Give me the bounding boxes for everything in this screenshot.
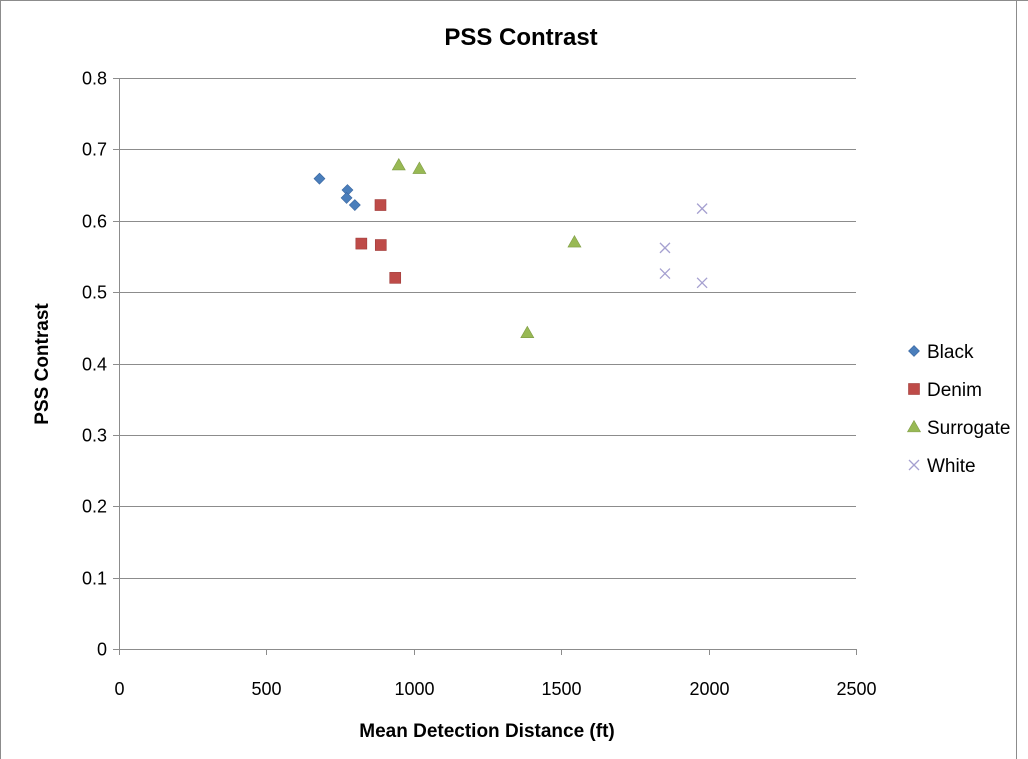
x-tick-label: 0 xyxy=(114,679,124,699)
y-tick-label: 0.1 xyxy=(82,569,107,589)
legend-label: Black xyxy=(927,342,974,363)
x-tick-label: 1500 xyxy=(541,679,581,699)
axes xyxy=(113,78,857,655)
y-tick-label: 0.7 xyxy=(82,140,107,160)
data-points xyxy=(313,157,708,338)
x-axis-tick-labels: 0 500 1000 1500 2000 2500 xyxy=(114,679,876,699)
legend: Black Denim Surrogate White xyxy=(906,342,1010,477)
legend-marker-black xyxy=(908,345,920,357)
gridlines xyxy=(119,78,856,579)
x-tick-label: 1000 xyxy=(394,679,434,699)
series-denim xyxy=(355,199,402,284)
y-axis-title: PSS Contrast xyxy=(32,303,53,425)
x-tick-label: 500 xyxy=(251,679,281,699)
data-point-white xyxy=(696,203,708,215)
legend-marker-white xyxy=(908,459,920,471)
data-point-black xyxy=(313,172,326,185)
data-point-black xyxy=(340,191,353,204)
data-point-denim xyxy=(374,199,387,211)
series-white xyxy=(659,203,708,289)
data-point-surrogate xyxy=(412,161,427,174)
data-point-surrogate xyxy=(520,325,535,338)
legend-label: Surrogate xyxy=(927,418,1010,439)
data-point-denim xyxy=(355,237,368,250)
legend-item-surrogate: Surrogate xyxy=(906,418,1010,439)
chart-title: PSS Contrast xyxy=(444,24,597,51)
y-tick-label: 0 xyxy=(97,640,107,660)
x-tick-label: 2500 xyxy=(836,679,876,699)
series-black xyxy=(313,172,361,211)
data-point-white xyxy=(659,242,671,254)
x-tick-label: 2000 xyxy=(689,679,729,699)
data-point-surrogate xyxy=(391,157,406,171)
data-point-white xyxy=(659,268,671,280)
data-point-surrogate xyxy=(567,235,582,248)
x-axis-title: Mean Detection Distance (ft) xyxy=(359,721,614,742)
y-tick-label: 0.6 xyxy=(82,212,107,232)
y-tick-label: 0.8 xyxy=(82,69,107,89)
data-point-black xyxy=(348,199,361,211)
legend-item-white: White xyxy=(908,456,976,477)
legend-label: Denim xyxy=(927,380,982,401)
y-tick-label: 0.2 xyxy=(82,497,107,517)
y-tick-label: 0.4 xyxy=(82,355,107,375)
series-surrogate xyxy=(391,157,582,338)
data-point-denim xyxy=(389,272,402,284)
legend-label: White xyxy=(927,456,976,477)
data-point-white xyxy=(696,277,708,289)
y-axis-tick-labels: 0 0.1 0.2 0.3 0.4 0.5 0.6 0.7 0.8 xyxy=(82,69,107,660)
y-tick-label: 0.5 xyxy=(82,283,107,303)
legend-item-black: Black xyxy=(908,342,974,363)
legend-item-denim: Denim xyxy=(908,380,982,401)
legend-marker-surrogate xyxy=(906,419,922,433)
y-tick-label: 0.3 xyxy=(82,426,107,446)
legend-marker-denim xyxy=(908,383,920,395)
data-point-denim xyxy=(374,239,387,251)
